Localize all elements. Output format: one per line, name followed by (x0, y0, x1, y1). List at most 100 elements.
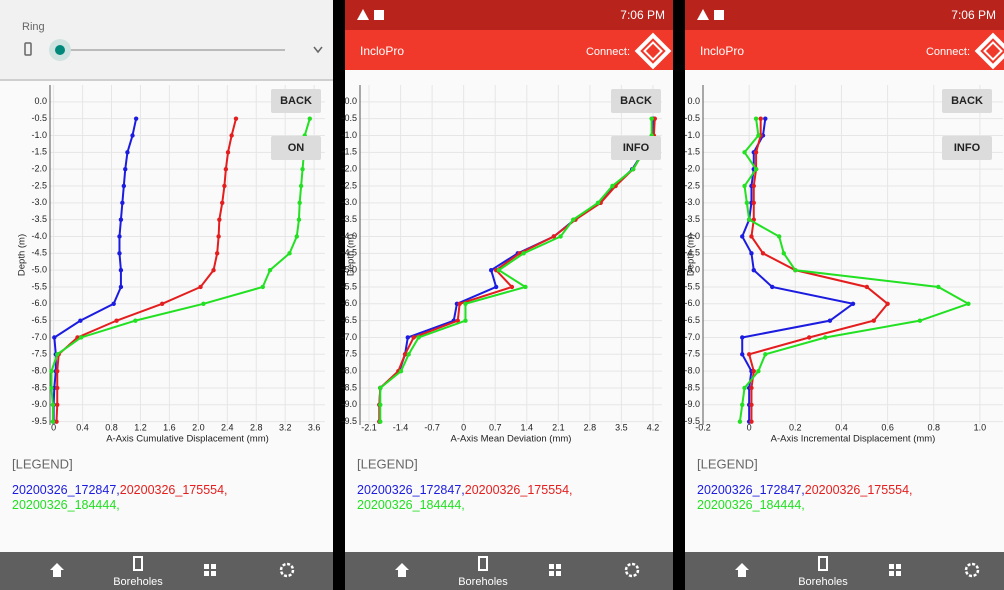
x-tick-label: 0.8 (105, 422, 118, 432)
y-tick-label: -5.0 (31, 265, 47, 275)
y-tick-label: -7.5 (341, 349, 357, 359)
legend-entry: 20200326_184444, (357, 498, 465, 512)
y-tick-label: -0.5 (684, 113, 700, 123)
series-point (872, 318, 876, 322)
legend-entry: 20200326_184444, (697, 498, 805, 512)
series-point (378, 386, 382, 390)
y-tick-label: -8.5 (31, 382, 47, 392)
ring-label: Ring (22, 21, 45, 33)
series-point (463, 318, 467, 322)
x-tick-label: 0.2 (789, 422, 802, 432)
y-tick-label: -2.0 (684, 164, 700, 174)
button-label[interactable]: BACK (280, 95, 312, 107)
nav-label[interactable]: Boreholes (798, 576, 848, 588)
x-tick-label: 3.6 (308, 422, 321, 432)
y-tick-label: -4.5 (31, 248, 47, 258)
legend-title: [LEGEND] (357, 456, 418, 471)
button-label[interactable]: ON (288, 142, 305, 154)
x-tick-label: 2.8 (584, 422, 597, 432)
x-tick-label: 0.7 (489, 422, 502, 432)
series-point (463, 302, 467, 306)
series-point (216, 234, 220, 238)
y-tick-label: -7.0 (341, 332, 357, 342)
x-axis-title: A-Axis Incremental Displacement (mm) (771, 434, 936, 445)
series-point (756, 133, 760, 137)
status-time: 7:06 PM (620, 8, 665, 22)
legend-entry: 20200326_172847, (357, 483, 465, 497)
y-tick-label: -1.5 (31, 147, 47, 157)
series-point (226, 150, 230, 154)
x-tick-label: 0 (747, 422, 752, 432)
image-icon (714, 10, 724, 20)
x-tick-label: 1.6 (163, 422, 176, 432)
y-tick-label: -3.0 (31, 197, 47, 207)
series-point (497, 268, 501, 272)
series-point (224, 167, 228, 171)
series-point (828, 318, 832, 322)
legend-entry: 20200326_184444, (12, 498, 120, 512)
series-point (411, 335, 415, 339)
series-point (521, 251, 525, 255)
series-point (114, 318, 118, 322)
series-point (229, 133, 233, 137)
x-axis-title: A-Axis Cumulative Displacement (mm) (106, 434, 269, 445)
y-tick-label: -3.5 (31, 214, 47, 224)
button-label[interactable]: BACK (620, 95, 652, 107)
series-point (966, 302, 970, 306)
y-tick-label: -6.0 (341, 298, 357, 308)
series-point (777, 234, 781, 238)
volume-knob[interactable] (55, 45, 65, 55)
x-tick-label: 2.4 (221, 422, 234, 432)
series-point (299, 184, 303, 188)
series-point (122, 184, 126, 188)
series-point (489, 268, 493, 272)
series-point (754, 167, 758, 171)
button-label[interactable]: INFO (623, 142, 650, 154)
y-tick-label: -6.5 (31, 315, 47, 325)
y-tick-label: -1.5 (684, 147, 700, 157)
y-tick-label: 0.0 (34, 96, 47, 106)
series-point (885, 302, 889, 306)
y-tick-label: -9.0 (31, 399, 47, 409)
series-point (752, 268, 756, 272)
y-tick-label: -8.0 (31, 366, 47, 376)
series-point (287, 251, 291, 255)
series-point (807, 335, 811, 339)
app-title: IncloPro (700, 44, 744, 58)
series-point (123, 167, 127, 171)
series-point (770, 285, 774, 289)
button-label[interactable]: INFO (954, 142, 981, 154)
series-point (747, 352, 751, 356)
series-point (79, 335, 83, 339)
series-point (297, 217, 301, 221)
series-point (761, 251, 765, 255)
series-point (752, 369, 756, 373)
x-tick-label: 3.2 (279, 422, 292, 432)
series-point (740, 403, 744, 407)
series-point (742, 386, 746, 390)
series-point (52, 335, 56, 339)
series-point (125, 150, 129, 154)
x-axis-title: A-Axis Mean Deviation (mm) (451, 434, 572, 445)
page: Ring0.0-0.5-1.0-1.5-2.0-2.5-3.0-3.5-4.0-… (0, 0, 1004, 590)
series-point (756, 369, 760, 373)
y-tick-label: -5.5 (31, 281, 47, 291)
legend-entry: 20200326_172847, (697, 483, 805, 497)
series-point (55, 386, 59, 390)
series-point (610, 184, 614, 188)
series-point (378, 403, 382, 407)
button-label[interactable]: BACK (951, 95, 983, 107)
series-point (119, 268, 123, 272)
series-point (406, 352, 410, 356)
nav-label[interactable]: Boreholes (113, 576, 163, 588)
series-point (119, 217, 123, 221)
y-tick-label: -3.5 (684, 214, 700, 224)
series-point (754, 116, 758, 120)
nav-label[interactable]: Boreholes (458, 576, 508, 588)
series-point (749, 386, 753, 390)
y-tick-label: -3.5 (341, 214, 357, 224)
series-point (571, 217, 575, 221)
series-point (793, 268, 797, 272)
x-tick-label: 0.4 (76, 422, 89, 432)
y-tick-label: -7.0 (684, 332, 700, 342)
